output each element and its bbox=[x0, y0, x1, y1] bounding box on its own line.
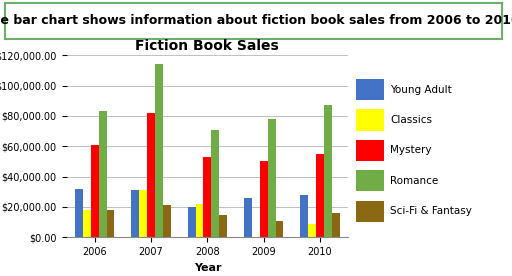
Bar bbox=[91, 145, 99, 237]
Text: Classics: Classics bbox=[390, 115, 432, 125]
Bar bbox=[99, 111, 106, 237]
Bar bbox=[300, 195, 308, 237]
Bar bbox=[131, 190, 139, 237]
Bar bbox=[244, 198, 252, 237]
X-axis label: Year: Year bbox=[194, 263, 221, 273]
Bar bbox=[163, 205, 171, 237]
Title: Fiction Book Sales: Fiction Book Sales bbox=[136, 39, 279, 53]
Bar bbox=[356, 170, 384, 192]
Bar bbox=[356, 140, 384, 161]
Bar bbox=[155, 64, 163, 237]
Bar bbox=[356, 110, 384, 131]
Bar bbox=[196, 204, 203, 237]
Bar bbox=[324, 105, 332, 237]
Bar bbox=[106, 210, 115, 237]
Bar bbox=[203, 157, 211, 237]
Bar bbox=[211, 129, 219, 237]
Bar bbox=[75, 189, 83, 237]
Bar bbox=[83, 210, 91, 237]
Bar bbox=[219, 215, 227, 237]
Bar bbox=[308, 224, 316, 237]
Text: Young Adult: Young Adult bbox=[390, 85, 452, 95]
Bar bbox=[188, 207, 196, 237]
Bar bbox=[147, 113, 155, 237]
Bar bbox=[356, 200, 384, 222]
Bar bbox=[332, 213, 340, 237]
Bar bbox=[316, 154, 324, 237]
Bar bbox=[356, 79, 384, 100]
Text: Romance: Romance bbox=[390, 176, 438, 186]
Text: Mystery: Mystery bbox=[390, 145, 432, 155]
Bar bbox=[275, 221, 284, 237]
Text: Sci-Fi & Fantasy: Sci-Fi & Fantasy bbox=[390, 206, 472, 216]
Bar bbox=[260, 161, 268, 237]
Bar bbox=[268, 119, 275, 237]
Text: The bar chart shows information about fiction book sales from 2006 to 2010.: The bar chart shows information about fi… bbox=[0, 14, 512, 27]
Bar bbox=[139, 190, 147, 237]
